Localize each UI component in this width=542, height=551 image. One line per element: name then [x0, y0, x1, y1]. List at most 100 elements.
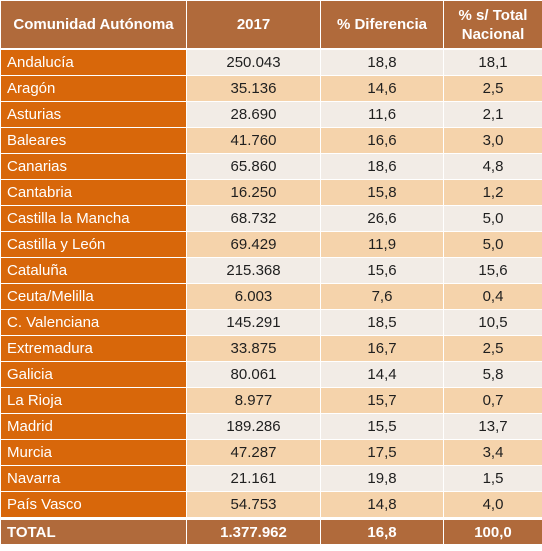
percent-diff-cell: 15,6: [320, 257, 444, 284]
percent-total-cell: 0,7: [443, 387, 542, 414]
table-row: Cantabria 16.250 15,8 1,2: [0, 179, 542, 206]
percent-total-cell: 3,0: [443, 127, 542, 154]
percent-total-cell: 3,4: [443, 439, 542, 466]
region-name-cell: Ceuta/Melilla: [0, 283, 187, 310]
value-2017-cell: 80.061: [186, 361, 321, 388]
percent-total-cell: 1,5: [443, 465, 542, 492]
table-row: Canarias 65.860 18,6 4,8: [0, 153, 542, 180]
region-name-cell: La Rioja: [0, 387, 187, 414]
percent-diff-cell: 14,6: [320, 75, 444, 102]
table-row: C. Valenciana 145.291 18,5 10,5: [0, 309, 542, 336]
value-2017-cell: 54.753: [186, 491, 321, 519]
percent-total-cell: 2,1: [443, 101, 542, 128]
value-2017-cell: 145.291: [186, 309, 321, 336]
percent-diff-cell: 17,5: [320, 439, 444, 466]
header-year: 2017: [186, 0, 321, 50]
value-2017-cell: 21.161: [186, 465, 321, 492]
total-value: 1.377.962: [186, 517, 321, 545]
percent-total-cell: 1,2: [443, 179, 542, 206]
percent-diff-cell: 18,6: [320, 153, 444, 180]
region-name-cell: País Vasco: [0, 491, 187, 519]
table-row: Aragón 35.136 14,6 2,5: [0, 75, 542, 102]
table-row: Galicia 80.061 14,4 5,8: [0, 361, 542, 388]
value-2017-cell: 250.043: [186, 48, 321, 76]
value-2017-cell: 65.860: [186, 153, 321, 180]
table-footer: TOTAL 1.377.962 16,8 100,0: [0, 517, 542, 545]
table-row: Baleares 41.760 16,6 3,0: [0, 127, 542, 154]
percent-total-cell: 5,0: [443, 205, 542, 232]
region-name-cell: Castilla la Mancha: [0, 205, 187, 232]
value-2017-cell: 8.977: [186, 387, 321, 414]
percent-diff-cell: 14,8: [320, 491, 444, 519]
percent-diff-cell: 18,8: [320, 48, 444, 76]
region-name-cell: Aragón: [0, 75, 187, 102]
region-name-cell: Galicia: [0, 361, 187, 388]
region-name-cell: Canarias: [0, 153, 187, 180]
table-row: Extremadura 33.875 16,7 2,5: [0, 335, 542, 362]
region-name-cell: Murcia: [0, 439, 187, 466]
region-name-cell: Cataluña: [0, 257, 187, 284]
value-2017-cell: 28.690: [186, 101, 321, 128]
table-row: Navarra 21.161 19,8 1,5: [0, 465, 542, 492]
percent-diff-cell: 16,7: [320, 335, 444, 362]
percent-diff-cell: 16,6: [320, 127, 444, 154]
header-row: Comunidad Autónoma 2017 % Diferencia % s…: [0, 0, 542, 50]
percent-diff-cell: 15,8: [320, 179, 444, 206]
percent-diff-cell: 11,6: [320, 101, 444, 128]
value-2017-cell: 16.250: [186, 179, 321, 206]
table-row: Ceuta/Melilla 6.003 7,6 0,4: [0, 283, 542, 310]
value-2017-cell: 68.732: [186, 205, 321, 232]
percent-total-cell: 4,8: [443, 153, 542, 180]
table-body: Andalucía 250.043 18,8 18,1 Aragón 35.136 14,6…: [0, 48, 542, 519]
percent-total-cell: 0,4: [443, 283, 542, 310]
percent-total-cell: 2,5: [443, 75, 542, 102]
table-row: Castilla y León 69.429 11,9 5,0: [0, 231, 542, 258]
table-row: Asturias 28.690 11,6 2,1: [0, 101, 542, 128]
region-name-cell: Extremadura: [0, 335, 187, 362]
region-name-cell: C. Valenciana: [0, 309, 187, 336]
percent-total-cell: 18,1: [443, 48, 542, 76]
percent-total-cell: 2,5: [443, 335, 542, 362]
percent-total-cell: 13,7: [443, 413, 542, 440]
total-diff: 16,8: [320, 517, 444, 545]
region-name-cell: Castilla y León: [0, 231, 187, 258]
header-total-nacional: % s/ Total Nacional: [443, 0, 542, 50]
table-row: País Vasco 54.753 14,8 4,0: [0, 491, 542, 519]
percent-total-cell: 10,5: [443, 309, 542, 336]
value-2017-cell: 69.429: [186, 231, 321, 258]
percent-total-cell: 4,0: [443, 491, 542, 519]
percent-diff-cell: 14,4: [320, 361, 444, 388]
value-2017-cell: 47.287: [186, 439, 321, 466]
table-row: Castilla la Mancha 68.732 26,6 5,0: [0, 205, 542, 232]
region-name-cell: Navarra: [0, 465, 187, 492]
percent-diff-cell: 15,5: [320, 413, 444, 440]
table-row: Murcia 47.287 17,5 3,4: [0, 439, 542, 466]
percent-diff-cell: 11,9: [320, 231, 444, 258]
value-2017-cell: 215.368: [186, 257, 321, 284]
table-row: Madrid 189.286 15,5 13,7: [0, 413, 542, 440]
header-diferencia: % Diferencia: [320, 0, 444, 50]
value-2017-cell: 41.760: [186, 127, 321, 154]
percent-total-cell: 15,6: [443, 257, 542, 284]
value-2017-cell: 189.286: [186, 413, 321, 440]
total-share: 100,0: [443, 517, 542, 545]
total-row: TOTAL 1.377.962 16,8 100,0: [0, 517, 542, 545]
percent-total-cell: 5,8: [443, 361, 542, 388]
header-comunidad: Comunidad Autónoma: [0, 0, 187, 50]
table-row: Andalucía 250.043 18,8 18,1: [0, 48, 542, 76]
region-name-cell: Asturias: [0, 101, 187, 128]
percent-diff-cell: 19,8: [320, 465, 444, 492]
percent-diff-cell: 18,5: [320, 309, 444, 336]
region-name-cell: Baleares: [0, 127, 187, 154]
table-header: Comunidad Autónoma 2017 % Diferencia % s…: [0, 0, 542, 50]
value-2017-cell: 35.136: [186, 75, 321, 102]
total-label: TOTAL: [0, 517, 187, 545]
table-row: La Rioja 8.977 15,7 0,7: [0, 387, 542, 414]
region-name-cell: Andalucía: [0, 48, 187, 76]
table-row: Cataluña 215.368 15,6 15,6: [0, 257, 542, 284]
percent-total-cell: 5,0: [443, 231, 542, 258]
region-name-cell: Cantabria: [0, 179, 187, 206]
percent-diff-cell: 7,6: [320, 283, 444, 310]
value-2017-cell: 33.875: [186, 335, 321, 362]
